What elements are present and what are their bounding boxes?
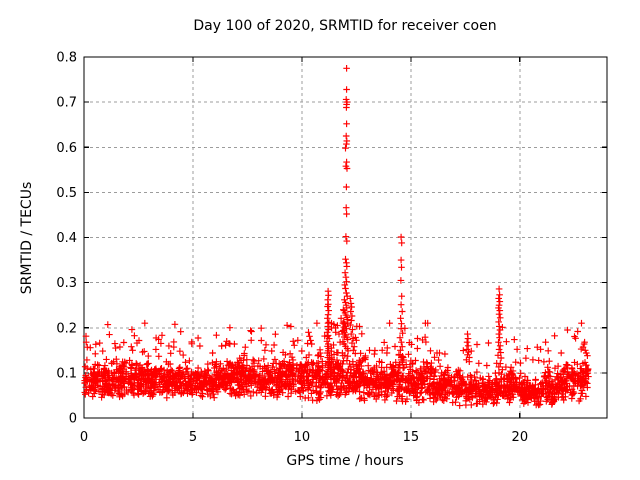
x-axis-label: GPS time / hours [286, 453, 403, 469]
y-tick-label: 0.3 [56, 276, 77, 291]
y-tick-label: 0.1 [56, 366, 77, 381]
axis-layer [83, 56, 608, 419]
tick-label-layer: 0 5 10 15 20 0 0.1 0.2 0.3 0.4 0.5 0.6 0.7 0.8 [56, 51, 528, 446]
chart-title: Day 100 of 2020, SRMTID for receiver coe… [193, 18, 496, 34]
y-axis-label: SRMTID / TECUs [19, 182, 35, 295]
y-tick-label: 0.7 [56, 96, 77, 111]
y-tick-label: 0.2 [56, 321, 77, 336]
x-tick-label: 10 [294, 430, 311, 445]
data-layer [81, 65, 592, 409]
data-points [81, 65, 592, 409]
x-tick-label: 0 [80, 430, 88, 445]
y-tick-label: 0.8 [56, 51, 77, 66]
y-tick-label: 0.4 [56, 231, 77, 246]
x-tick-label: 15 [403, 430, 420, 445]
y-tick-label: 0.6 [56, 141, 77, 156]
grid-layer [84, 57, 607, 418]
y-tick-label: 0 [69, 412, 77, 427]
x-tick-label: 20 [512, 430, 529, 445]
x-tick-label: 5 [189, 430, 197, 445]
y-tick-label: 0.5 [56, 186, 77, 201]
